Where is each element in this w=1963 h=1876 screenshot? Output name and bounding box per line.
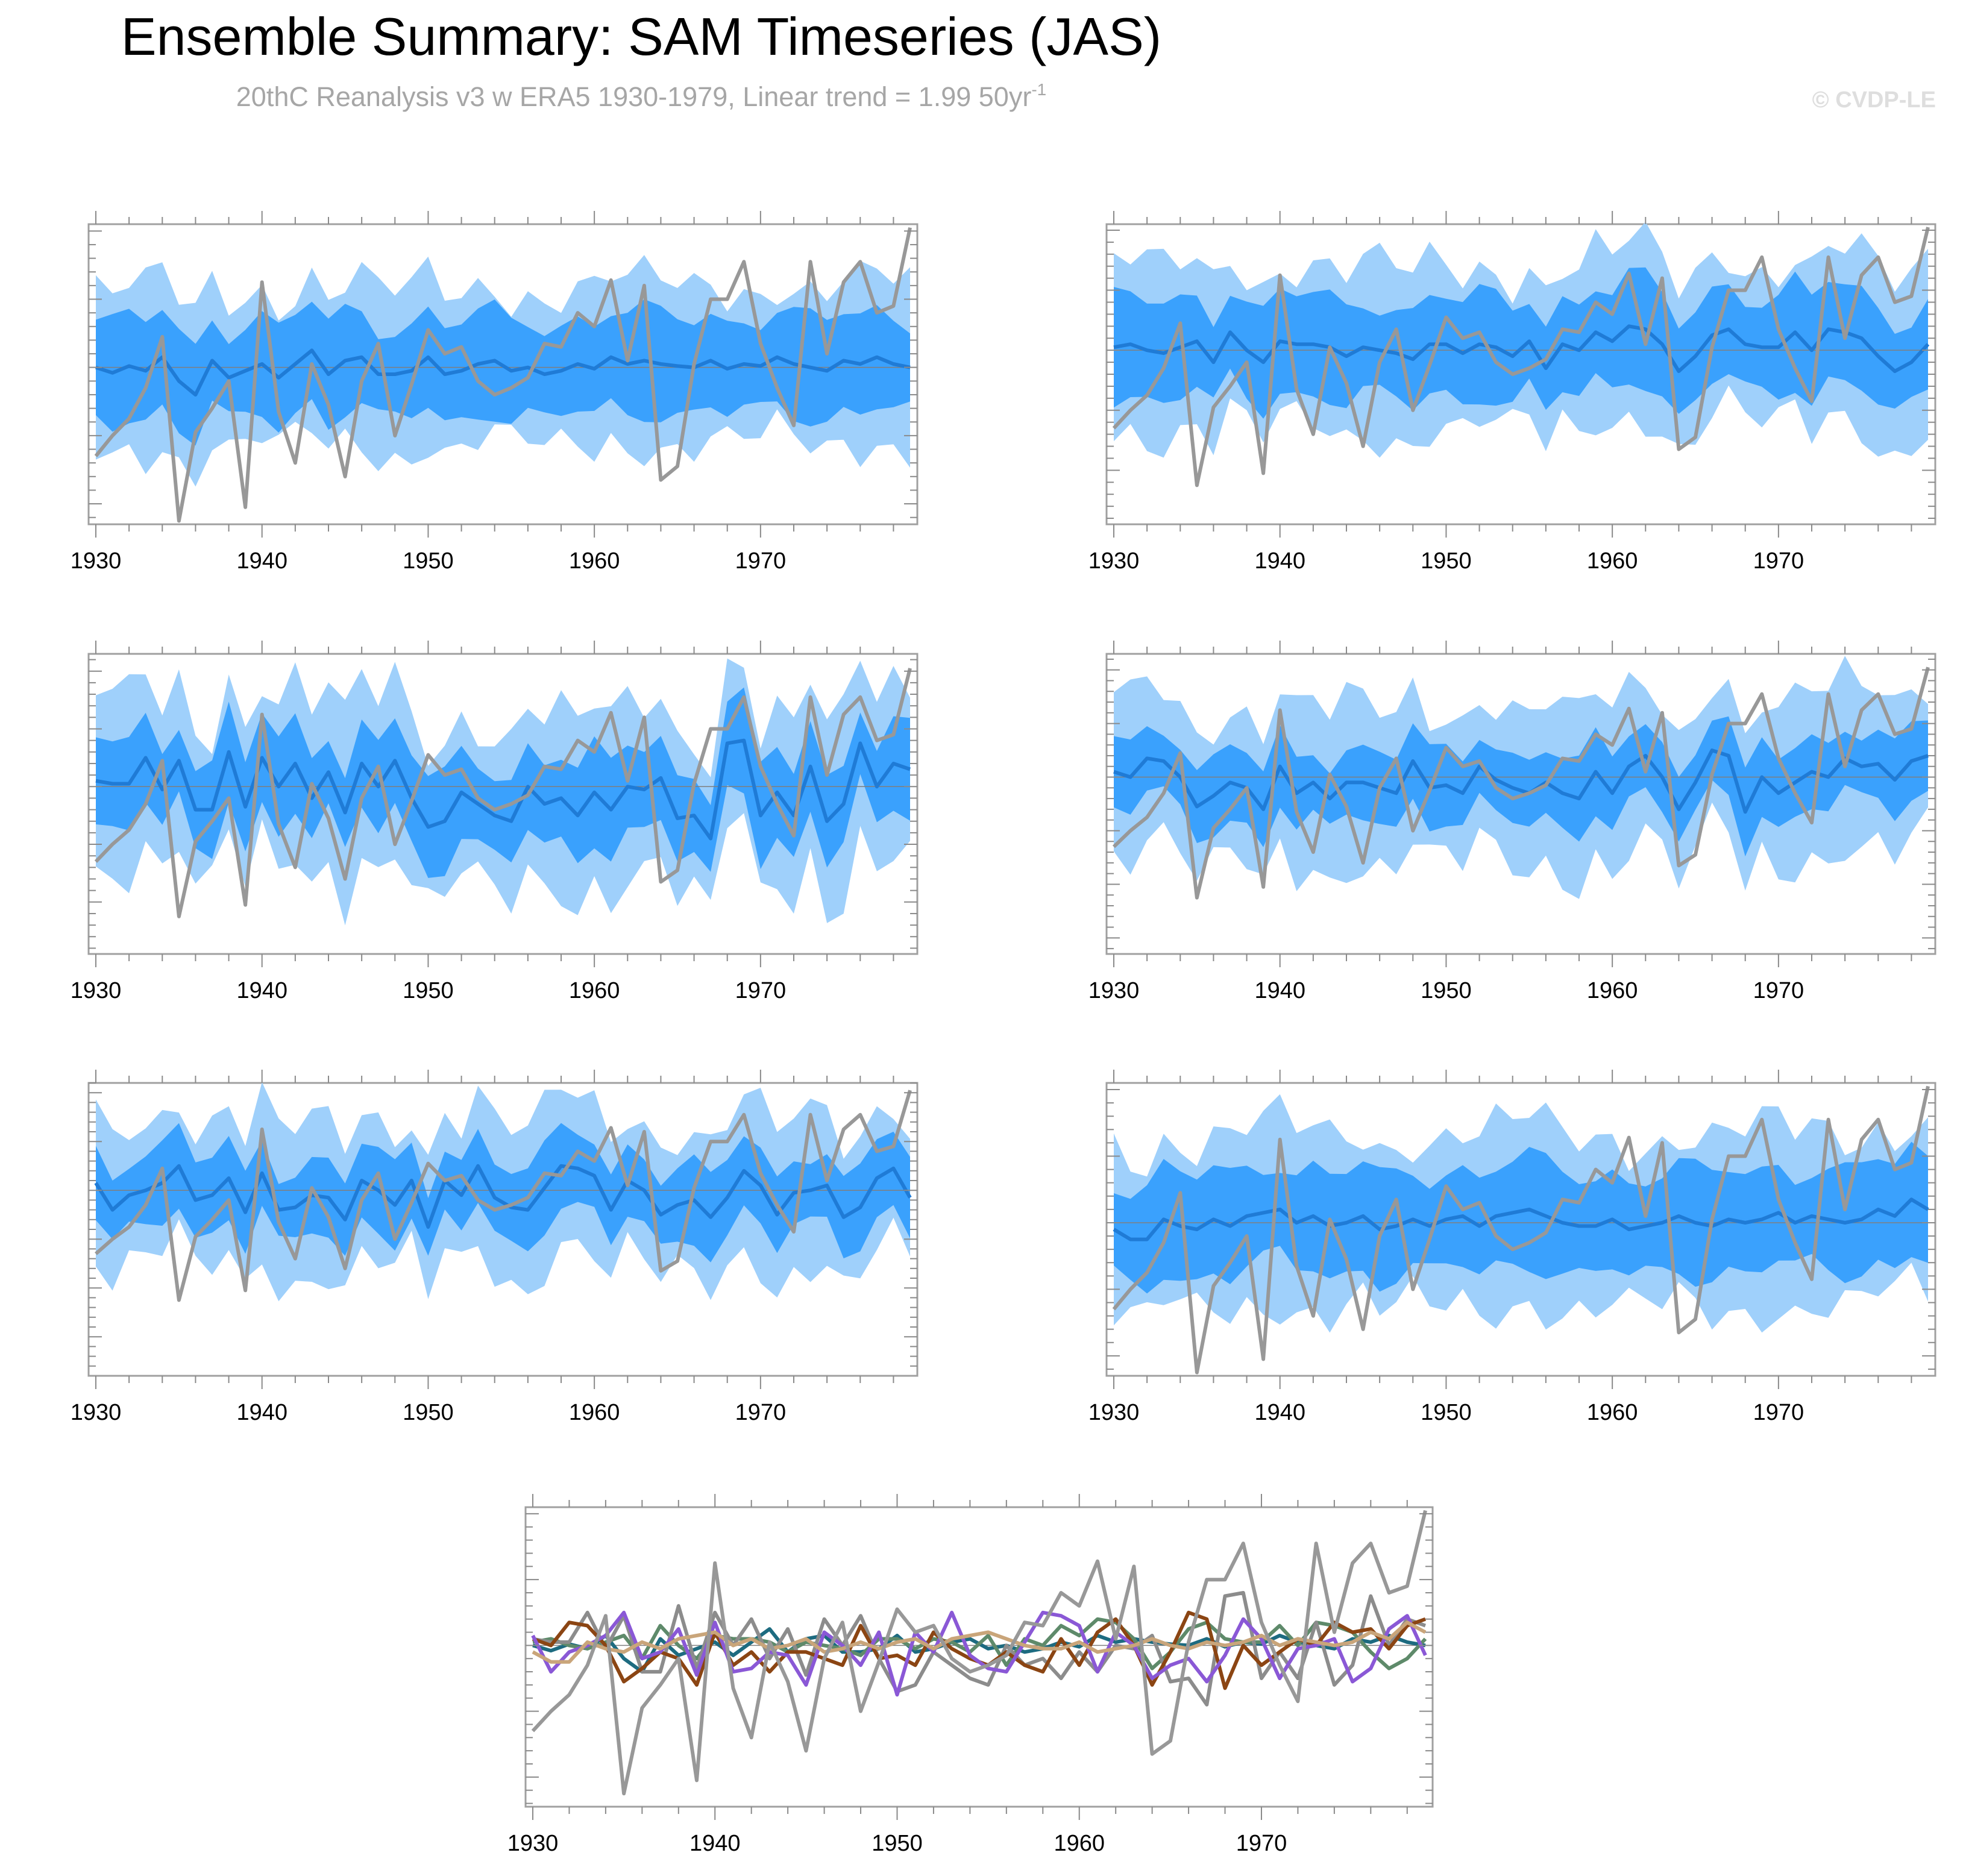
panel-ipsl: 1930 1940 1950 1960 1970 <box>71 1070 919 1425</box>
panel-cnrm: 1930 1940 1950 1960 1970 <box>71 641 919 1003</box>
x-tick-label: 1970 <box>1236 1831 1287 1856</box>
series-line-cesm2 <box>532 1617 1427 1671</box>
x-tick-label: 1930 <box>1088 978 1140 1003</box>
observed-line <box>94 668 912 918</box>
x-tick-label: 1940 <box>1254 1400 1305 1425</box>
x-tick-label: 1940 <box>236 1400 287 1425</box>
ensemble-mean-line <box>1113 324 1930 373</box>
figure-title: Ensemble Summary: SAM Timeseries (JAS) <box>121 7 1161 66</box>
x-tick-label: 1930 <box>507 1831 559 1856</box>
inner-spread-band <box>1114 716 1928 857</box>
x-tick-label: 1940 <box>1254 548 1305 574</box>
x-tick-label: 1960 <box>1054 1831 1105 1856</box>
x-tick-label: 1950 <box>872 1831 923 1856</box>
panel-canesm5: 1930 1940 1950 1960 1970 <box>71 211 919 574</box>
inner-spread-band <box>96 299 910 446</box>
ensemble-mean-line <box>94 1164 912 1229</box>
x-tick-label: 1950 <box>403 1400 454 1425</box>
x-tick-label: 1970 <box>1753 978 1804 1003</box>
x-tick-label: 1970 <box>735 1400 787 1425</box>
panel-cesm2: 1930 1940 1950 1960 1970 <box>1088 211 1936 574</box>
x-tick-label: 1960 <box>1587 1400 1638 1425</box>
figure-subtitle: 20thC Reanalysis v3 w ERA5 1930-1979, Li… <box>236 80 1046 112</box>
x-tick-label: 1940 <box>236 548 287 574</box>
x-tick-label: 1970 <box>735 548 787 574</box>
x-tick-label: 1940 <box>236 978 287 1003</box>
observed-line <box>1112 667 1930 900</box>
series-line-obs <box>531 1510 1427 1796</box>
panels-group: 1930 1940 1950 1960 1970 1930 1940 1950 1960 1970… <box>71 211 1936 1856</box>
x-tick-label: 1940 <box>689 1831 741 1856</box>
watermark-text: © CVDP-LE <box>1812 87 1936 113</box>
inner-spread-band <box>1114 1141 1928 1294</box>
x-tick-label: 1930 <box>71 1400 122 1425</box>
x-tick-label: 1930 <box>1088 548 1140 574</box>
x-tick-label: 1970 <box>1753 548 1804 574</box>
x-tick-label: 1960 <box>569 978 620 1003</box>
observed-line <box>95 1090 912 1302</box>
panel-giss: 1930 1940 1950 1960 1970 <box>1088 641 1936 1003</box>
plot-frame <box>524 1506 1434 1808</box>
subtitle-superscript: -1 <box>1031 80 1046 99</box>
panel-summary: 1930 1940 1950 1960 1970 <box>507 1494 1434 1856</box>
x-tick-label: 1960 <box>569 548 620 574</box>
x-tick-label: 1930 <box>71 548 122 574</box>
x-tick-label: 1970 <box>735 978 787 1003</box>
inner-spread-band <box>96 1123 910 1263</box>
ensemble-mean-line <box>95 348 911 397</box>
x-tick-label: 1960 <box>569 1400 620 1425</box>
x-tick-label: 1950 <box>403 548 454 574</box>
subtitle-text: 20thC Reanalysis v3 w ERA5 1930-1979, Li… <box>236 81 1032 112</box>
series-line-miroc6 <box>532 1620 1427 1664</box>
x-tick-label: 1950 <box>403 978 454 1003</box>
x-tick-label: 1940 <box>1254 978 1305 1003</box>
x-tick-label: 1930 <box>71 978 122 1003</box>
x-tick-label: 1960 <box>1587 548 1638 574</box>
x-tick-label: 1950 <box>1421 978 1472 1003</box>
observed-line <box>94 227 912 523</box>
panel-miroc6: 1930 1940 1950 1960 1970 <box>1088 1070 1936 1425</box>
ensemble-mean-line <box>1113 1197 1929 1241</box>
x-tick-label: 1960 <box>1587 978 1638 1003</box>
x-tick-label: 1930 <box>1088 1400 1140 1425</box>
observed-line <box>1112 227 1930 488</box>
x-tick-label: 1970 <box>1753 1400 1804 1425</box>
x-tick-label: 1950 <box>1421 1400 1472 1425</box>
observed-line <box>1112 1085 1930 1375</box>
x-tick-label: 1950 <box>1421 548 1472 574</box>
